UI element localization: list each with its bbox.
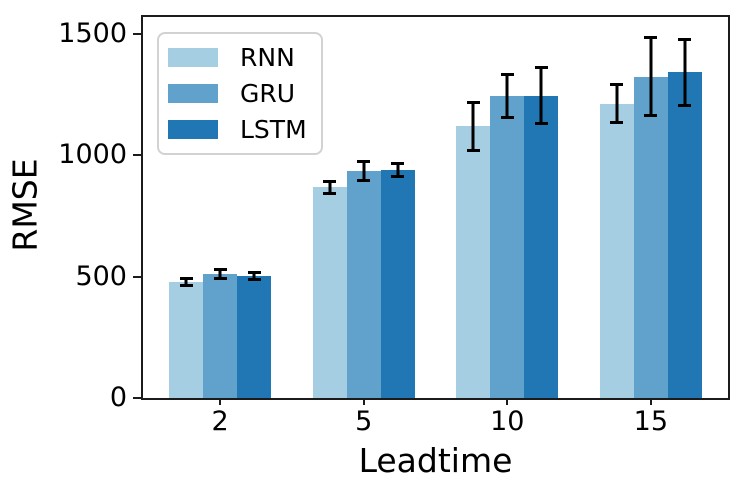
error-bar-cap-bottom	[213, 277, 227, 281]
x-tick-label: 2	[211, 406, 229, 437]
error-bar-cap-top	[678, 37, 692, 41]
error-bar-gru-15	[644, 36, 658, 117]
bar-lstm-10	[524, 95, 559, 398]
error-bar-cap-bottom	[179, 284, 193, 288]
error-bar-line	[362, 159, 366, 182]
y-tick-mark	[133, 32, 141, 35]
legend-label-lstm: LSTM	[240, 114, 307, 144]
error-bar-cap-top	[644, 36, 658, 40]
bar-rnn-10	[456, 126, 491, 398]
error-bar-line	[252, 270, 256, 282]
plot-area	[141, 15, 730, 400]
error-bar-line	[218, 268, 222, 281]
error-bar-cap-bottom	[247, 278, 261, 282]
error-bar-cap-top	[323, 179, 337, 183]
legend-row-rnn: RNN	[168, 45, 311, 70]
error-bar-gru-10	[500, 73, 514, 120]
x-tick-label: 10	[490, 406, 525, 437]
error-bar-cap-top	[179, 277, 193, 281]
legend-swatch-rnn	[168, 48, 218, 68]
error-bar-rnn-10	[466, 100, 480, 152]
y-tick-mark	[133, 397, 141, 399]
error-bar-cap-bottom	[610, 121, 624, 125]
bar-gru-10	[490, 96, 525, 398]
error-bar-cap-top	[466, 100, 480, 104]
legend-row-lstm: LSTM	[168, 117, 311, 142]
y-axis-label: RMSE	[5, 158, 45, 252]
error-bar-lstm-2	[247, 270, 261, 282]
error-bar-cap-bottom	[534, 122, 548, 126]
error-bar-line	[471, 100, 475, 152]
bar-rnn-5	[312, 187, 347, 398]
legend-label-rnn: RNN	[240, 43, 295, 73]
bar-gru-5	[346, 170, 381, 398]
y-tick-label: 1500	[58, 17, 127, 49]
y-tick-label: 0	[109, 382, 127, 413]
y-tick-label: 500	[75, 260, 127, 292]
error-bar-cap-top	[247, 270, 261, 274]
error-bar-cap-top	[500, 73, 514, 77]
error-bar-line	[649, 36, 653, 117]
error-bar-line	[396, 161, 400, 179]
error-bar-gru-2	[213, 268, 227, 281]
y-tick-mark	[133, 154, 141, 157]
legend-swatch-lstm	[168, 119, 218, 139]
error-bar-cap-bottom	[466, 148, 480, 152]
x-tick-mark	[362, 397, 365, 405]
legend: RNN GRU LSTM	[157, 32, 323, 155]
x-tick-mark	[649, 397, 652, 405]
x-tick-mark	[506, 397, 509, 405]
bar-gru-2	[203, 274, 238, 398]
error-bar-line	[505, 73, 509, 120]
bar-rnn-15	[599, 103, 634, 398]
bar-lstm-15	[667, 72, 702, 398]
error-bar-gru-5	[357, 159, 371, 182]
error-bar-line	[184, 277, 188, 288]
error-bar-cap-bottom	[323, 191, 337, 195]
y-tick-mark	[133, 275, 141, 278]
error-bar-cap-top	[357, 159, 371, 163]
error-bar-line	[615, 83, 619, 125]
legend-swatch-gru	[168, 83, 218, 103]
bar-gru-15	[633, 76, 668, 398]
error-bar-cap-top	[610, 83, 624, 87]
error-bar-line	[539, 66, 543, 126]
legend-label-gru: GRU	[240, 78, 296, 108]
error-bar-lstm-10	[534, 66, 548, 126]
y-tick-label: 1000	[58, 139, 127, 171]
error-bar-cap-top	[534, 66, 548, 70]
error-bar-line	[328, 179, 332, 195]
x-axis-label: Leadtime	[358, 441, 513, 480]
bar-lstm-2	[237, 275, 272, 398]
bar-rnn-2	[169, 282, 204, 398]
error-bar-cap-bottom	[678, 103, 692, 107]
error-bar-cap-bottom	[391, 175, 405, 179]
error-bar-cap-top	[391, 161, 405, 165]
error-bar-cap-bottom	[357, 179, 371, 182]
x-tick-mark	[219, 397, 222, 405]
error-bar-rnn-2	[179, 277, 193, 288]
legend-row-gru: GRU	[168, 81, 311, 106]
error-bar-cap-bottom	[644, 113, 658, 117]
error-bar-rnn-15	[610, 83, 624, 125]
error-bar-line	[683, 37, 687, 107]
error-bar-lstm-15	[678, 37, 692, 107]
bar-lstm-5	[380, 169, 415, 398]
x-tick-label: 5	[355, 406, 373, 437]
error-bar-rnn-5	[323, 179, 337, 195]
error-bar-cap-bottom	[500, 116, 514, 120]
error-bar-cap-top	[213, 268, 227, 272]
x-tick-label: 15	[633, 406, 669, 437]
error-bar-lstm-5	[391, 161, 405, 179]
